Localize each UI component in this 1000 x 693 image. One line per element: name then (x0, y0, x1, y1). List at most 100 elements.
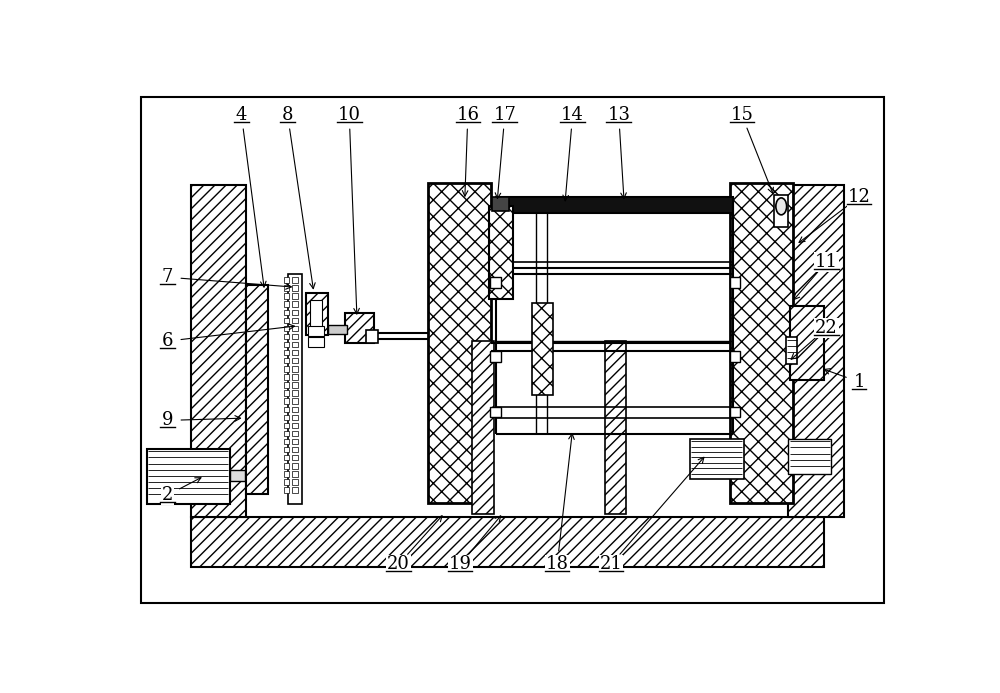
Bar (284, 301, 289, 307)
Bar (292, 471, 298, 477)
Bar (310, 300, 322, 327)
Bar (292, 439, 298, 444)
Text: 8: 8 (282, 107, 293, 125)
Bar (328, 325, 347, 334)
Bar (788, 439, 831, 473)
Bar (284, 358, 289, 363)
Bar (284, 480, 289, 484)
Bar (308, 337, 324, 346)
Bar (284, 398, 289, 404)
Ellipse shape (776, 198, 787, 215)
Bar (292, 358, 298, 363)
Bar (306, 292, 328, 335)
Text: 6: 6 (162, 332, 173, 350)
Bar (284, 487, 289, 493)
Text: 18: 18 (546, 555, 569, 573)
Bar (428, 183, 491, 503)
Text: 22: 22 (815, 319, 838, 337)
Bar (292, 487, 298, 493)
Text: 14: 14 (561, 107, 584, 125)
Bar (496, 197, 733, 213)
Bar (284, 326, 289, 331)
Text: 4: 4 (236, 107, 247, 125)
Bar (284, 366, 289, 371)
Bar (790, 306, 824, 380)
Bar (284, 277, 289, 283)
Bar (532, 303, 553, 395)
Bar (284, 293, 289, 299)
Bar (292, 447, 298, 453)
Bar (284, 390, 289, 396)
Text: 9: 9 (162, 412, 173, 430)
Text: 10: 10 (338, 107, 361, 125)
Bar (284, 447, 289, 453)
Bar (788, 185, 844, 518)
Bar (345, 313, 374, 344)
Bar (730, 407, 740, 417)
Bar (292, 317, 298, 323)
Text: 17: 17 (493, 107, 516, 125)
Bar (292, 407, 298, 412)
Bar (147, 449, 230, 505)
Bar (292, 366, 298, 371)
Text: 1: 1 (853, 373, 865, 391)
Bar (284, 374, 289, 380)
Bar (605, 341, 626, 514)
Text: 13: 13 (607, 107, 630, 125)
Bar (292, 480, 298, 484)
Bar (292, 374, 298, 380)
Bar (730, 277, 740, 288)
Bar (284, 383, 289, 387)
Bar (284, 334, 289, 339)
Bar (292, 326, 298, 331)
Bar (292, 383, 298, 387)
Text: 7: 7 (162, 268, 173, 286)
Bar (288, 274, 302, 504)
Bar (292, 431, 298, 436)
Bar (730, 183, 793, 503)
Bar (292, 463, 298, 468)
Bar (230, 471, 245, 481)
Bar (191, 185, 246, 518)
Text: 11: 11 (815, 253, 838, 271)
Bar (292, 286, 298, 290)
Bar (246, 285, 268, 494)
Text: 16: 16 (456, 107, 479, 125)
Bar (284, 455, 289, 460)
Bar (292, 310, 298, 315)
Bar (490, 277, 501, 288)
Bar (284, 431, 289, 436)
Bar (366, 330, 378, 344)
Bar (284, 423, 289, 428)
Text: 12: 12 (848, 188, 870, 206)
Bar (292, 334, 298, 339)
Bar (292, 423, 298, 428)
Bar (284, 342, 289, 347)
Bar (292, 414, 298, 420)
Bar (472, 341, 494, 514)
Bar (284, 407, 289, 412)
Text: 19: 19 (449, 555, 472, 573)
Text: 2: 2 (162, 486, 173, 504)
Bar (489, 207, 512, 299)
Bar (730, 351, 740, 362)
Bar (284, 414, 289, 420)
Bar (292, 390, 298, 396)
Bar (284, 286, 289, 290)
Bar (492, 197, 509, 211)
Bar (292, 350, 298, 356)
Bar (490, 407, 501, 417)
Bar (308, 326, 324, 335)
Text: 15: 15 (731, 107, 753, 125)
Bar (690, 439, 744, 479)
Bar (292, 293, 298, 299)
Bar (284, 471, 289, 477)
Bar (284, 350, 289, 356)
Text: 21: 21 (600, 555, 622, 573)
Bar (292, 455, 298, 460)
Text: 20: 20 (387, 555, 410, 573)
Bar (292, 301, 298, 307)
Bar (191, 517, 824, 567)
Bar (786, 337, 797, 365)
Bar (284, 439, 289, 444)
